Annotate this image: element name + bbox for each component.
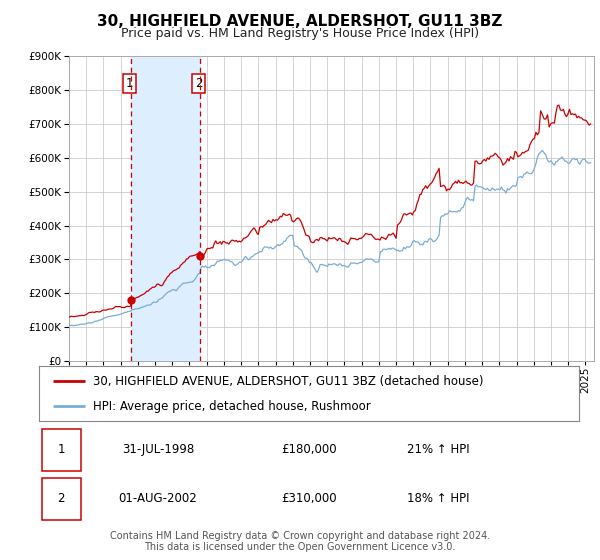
FancyBboxPatch shape	[42, 429, 80, 471]
Text: 21% ↑ HPI: 21% ↑ HPI	[407, 443, 470, 456]
Text: 1: 1	[58, 443, 65, 456]
Bar	[131, 56, 200, 361]
Text: 18% ↑ HPI: 18% ↑ HPI	[407, 492, 470, 505]
FancyBboxPatch shape	[42, 478, 80, 520]
Text: £180,000: £180,000	[281, 443, 337, 456]
Text: Price paid vs. HM Land Registry's House Price Index (HPI): Price paid vs. HM Land Registry's House …	[121, 27, 479, 40]
Text: 30, HIGHFIELD AVENUE, ALDERSHOT, GU11 3BZ (detached house): 30, HIGHFIELD AVENUE, ALDERSHOT, GU11 3B…	[93, 375, 484, 388]
Text: 1: 1	[126, 77, 134, 90]
Text: 01-AUG-2002: 01-AUG-2002	[118, 492, 197, 505]
Text: HPI: Average price, detached house, Rushmoor: HPI: Average price, detached house, Rush…	[93, 400, 371, 413]
Text: 31-JUL-1998: 31-JUL-1998	[122, 443, 194, 456]
Text: 2: 2	[195, 77, 202, 90]
Text: £310,000: £310,000	[281, 492, 337, 505]
Text: 2: 2	[58, 492, 65, 505]
Text: Contains HM Land Registry data © Crown copyright and database right 2024.: Contains HM Land Registry data © Crown c…	[110, 531, 490, 541]
Text: 30, HIGHFIELD AVENUE, ALDERSHOT, GU11 3BZ: 30, HIGHFIELD AVENUE, ALDERSHOT, GU11 3B…	[97, 14, 503, 29]
Text: This data is licensed under the Open Government Licence v3.0.: This data is licensed under the Open Gov…	[145, 542, 455, 552]
